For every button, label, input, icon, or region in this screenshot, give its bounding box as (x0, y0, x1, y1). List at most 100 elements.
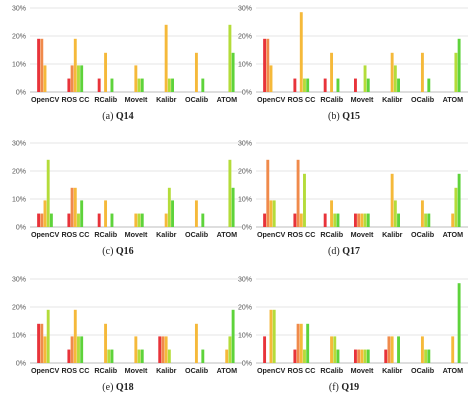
bar-rcalib-s4 (107, 349, 111, 363)
bar-ocalib-s3 (194, 52, 198, 92)
caption-question: Q14 (116, 111, 134, 122)
x-category-label: OpenCV (257, 95, 286, 104)
y-tick-label: 30% (238, 277, 252, 284)
x-category-label: OCalib (411, 230, 435, 239)
panel-caption: (c) Q16 (102, 246, 133, 257)
caption-letter: (e) (102, 382, 116, 393)
bar-kalibr-s5 (397, 78, 400, 92)
bar-ocalib-s3 (420, 52, 424, 92)
bar-kalibr-s3 (164, 24, 168, 92)
bar-ros-cc-s2 (70, 336, 74, 363)
bar-kalibr-s4 (167, 349, 171, 363)
x-category-label: ROS CC (61, 95, 89, 104)
bar-kalibr-s5 (397, 213, 400, 227)
bar-atom-s5 (457, 283, 461, 363)
x-category-label: Kalibr (382, 366, 403, 375)
bar-ocalib-s3 (420, 200, 424, 227)
y-tick-label: 10% (238, 62, 252, 69)
y-tick-label: 20% (12, 169, 26, 176)
caption-question: Q18 (116, 382, 134, 393)
x-category-label: MoveIt (125, 95, 148, 104)
bar-kalibr-s5 (171, 78, 174, 92)
chart-panel-q15: 0% 10% 20% 30% OpenCV ROS CC RCalib MoveIt Kalib… (238, 6, 468, 122)
bar-moveit-s3 (134, 336, 138, 363)
bar-opencv-s1 (263, 38, 267, 92)
x-category-label: Kalibr (156, 366, 177, 375)
bar-ocalib-s3 (194, 323, 198, 363)
bar-ros-cc-s2 (296, 323, 300, 363)
bar-opencv-s1 (37, 213, 41, 227)
bar-ros-cc-s4 (77, 65, 80, 92)
x-category-label: RCalib (320, 95, 343, 104)
x-category-label: ROS CC (287, 95, 315, 104)
bar-moveit-s4 (137, 349, 141, 363)
bar-opencv-s4 (46, 159, 50, 227)
bar-kalibr-s3 (164, 336, 168, 363)
y-tick-label: 0% (242, 225, 252, 232)
bar-ros-cc-s4 (303, 349, 306, 363)
bar-rcalib-s5 (110, 213, 114, 227)
x-category-label: ATOM (443, 230, 464, 239)
bar-moveit-s3 (134, 213, 138, 227)
bar-ros-cc-s5 (80, 336, 84, 363)
y-tick-label: 20% (238, 305, 252, 312)
bar-opencv-s4 (272, 309, 276, 363)
caption-question: Q19 (341, 382, 359, 393)
bar-ros-cc-s5 (306, 323, 310, 363)
x-category-label: OCalib (185, 230, 209, 239)
bar-rcalib-s3 (104, 200, 108, 227)
bar-opencv-s1 (263, 336, 267, 363)
y-tick-label: 20% (238, 169, 252, 176)
x-category-label: RCalib (94, 366, 117, 375)
y-tick-label: 20% (12, 34, 26, 41)
chart-panel-q18: 0% 10% 20% 30% OpenCV ROS CC RCalib MoveIt Kalib… (12, 277, 242, 393)
x-category-label: ROS CC (287, 366, 315, 375)
y-tick-label: 10% (238, 333, 252, 340)
x-category-label: Kalibr (156, 230, 177, 239)
bar-rcalib-s1 (97, 78, 101, 92)
bar-moveit-s1 (354, 349, 357, 363)
bar-moveit-s4 (137, 78, 141, 92)
bar-opencv-s4 (272, 200, 276, 227)
x-category-label: OpenCV (257, 230, 286, 239)
x-category-label: MoveIt (351, 366, 374, 375)
x-category-label: OCalib (185, 95, 209, 104)
panel-caption: (a) Q14 (102, 111, 133, 122)
bar-opencv-s3 (269, 65, 273, 92)
bar-rcalib-s5 (336, 213, 340, 227)
bar-moveit-s1 (354, 213, 357, 227)
bar-ros-cc-s2 (296, 159, 300, 227)
bar-ocalib-s5 (427, 213, 431, 227)
bar-ocalib-s4 (424, 349, 428, 363)
bar-ros-cc-s1 (67, 78, 71, 92)
x-category-label: OpenCV (257, 366, 286, 375)
panel-caption: (e) Q18 (102, 382, 133, 393)
chart-panel-q17: 0% 10% 20% 30% OpenCV ROS CC RCalib MoveIt Kalib… (238, 141, 468, 257)
bar-atom-s5 (231, 187, 235, 227)
x-category-label: ROS CC (287, 230, 315, 239)
y-tick-label: 0% (16, 225, 26, 232)
x-category-label: OCalib (411, 366, 435, 375)
bar-ros-cc-s1 (67, 213, 71, 227)
bar-kalibr-s1 (384, 349, 388, 363)
y-tick-label: 10% (238, 197, 252, 204)
bar-atom-s4 (454, 187, 458, 227)
x-category-label: MoveIt (125, 230, 148, 239)
bar-atom-s4 (228, 24, 232, 92)
caption-letter: (b) (328, 111, 342, 122)
bar-kalibr-s5 (171, 200, 174, 227)
caption-question: Q15 (342, 111, 360, 122)
x-category-label: ATOM (443, 366, 464, 375)
bar-ros-cc-s2 (70, 65, 74, 92)
x-category-label: OpenCV (31, 366, 60, 375)
bar-moveit-s3 (360, 349, 364, 363)
bar-atom-s5 (457, 173, 461, 227)
bar-moveit-s5 (140, 78, 144, 92)
y-tick-label: 30% (12, 6, 26, 13)
bar-rcalib-s5 (336, 349, 340, 363)
bar-moveit-s5 (366, 349, 370, 363)
y-tick-label: 10% (12, 333, 26, 340)
bar-opencv-s2 (40, 213, 44, 227)
bar-ros-cc-s5 (80, 200, 84, 227)
